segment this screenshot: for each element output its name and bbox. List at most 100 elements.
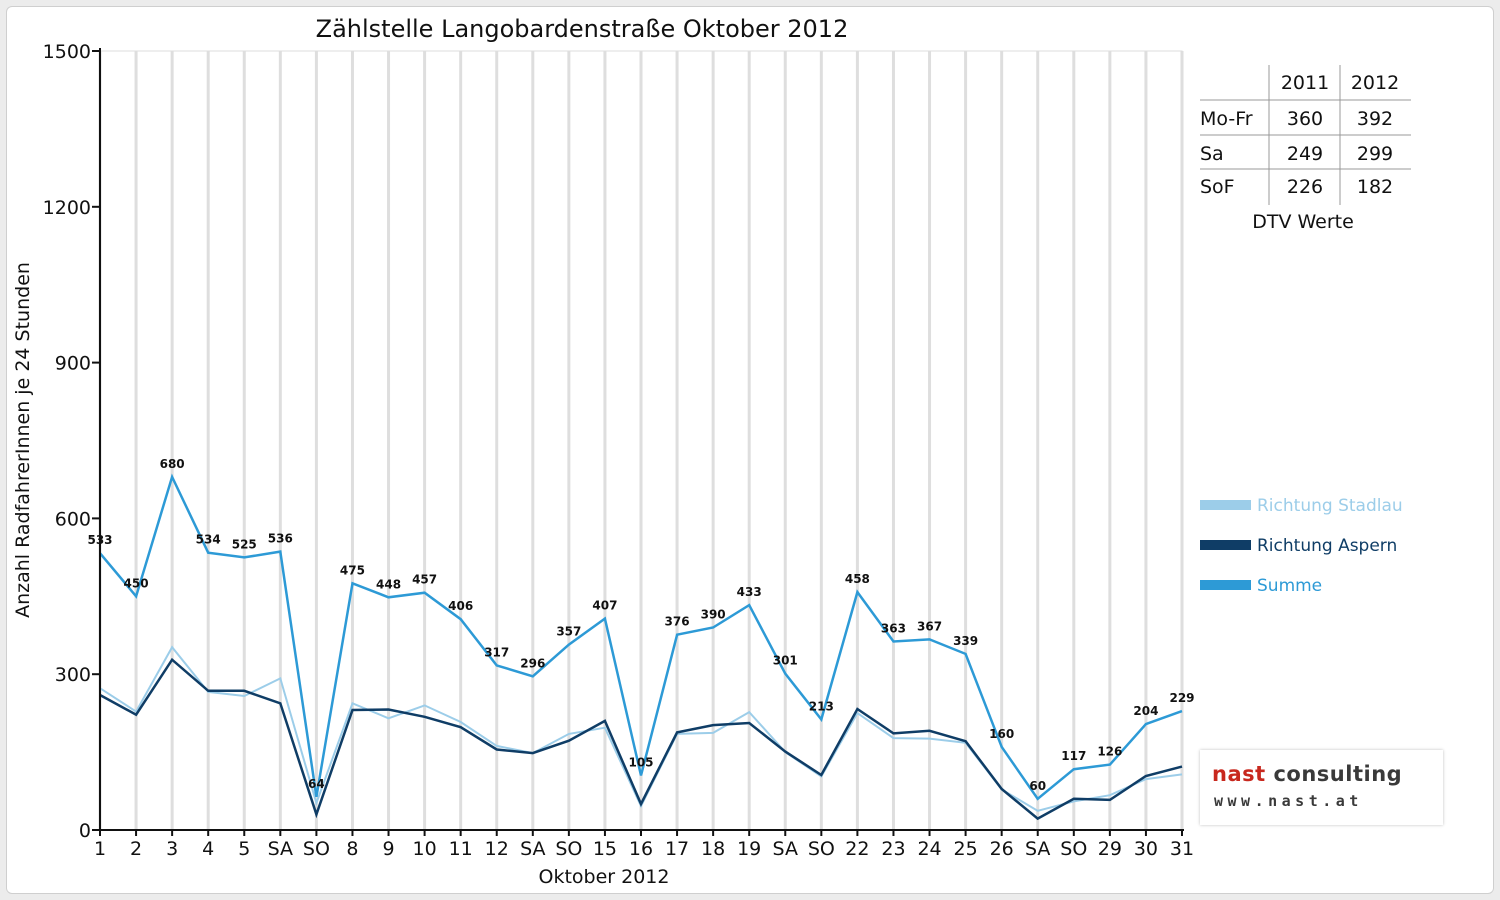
table-cell: 249 [1287, 143, 1323, 165]
y-tick-label: 0 [79, 820, 91, 842]
y-tick-label: 1200 [43, 197, 91, 219]
legend: Richtung Stadlau Richtung Aspern Summe [1200, 496, 1403, 596]
x-tick-label: 9 [382, 838, 394, 860]
table-row-label: Sa [1200, 143, 1224, 165]
x-tick-label: 26 [990, 838, 1014, 860]
data-label: 367 [917, 619, 942, 633]
series-layer [99, 473, 1183, 821]
y-tick-label: 900 [55, 353, 91, 375]
x-tick-label: 1 [94, 838, 106, 860]
data-label: 357 [556, 625, 581, 639]
legend-swatch [1200, 500, 1251, 510]
x-tick-label: 3 [166, 838, 178, 860]
y-tick-label: 1500 [43, 41, 91, 63]
data-label: 160 [989, 727, 1014, 741]
data-label: 406 [448, 599, 473, 613]
data-label: 433 [737, 585, 762, 599]
data-label: 105 [628, 755, 653, 769]
logo-brand-nast: nast [1212, 762, 1266, 786]
x-tick-label: 4 [202, 838, 214, 860]
table-cell: 182 [1357, 176, 1393, 198]
data-label: 126 [1097, 745, 1122, 759]
y-tick-label: 600 [55, 508, 91, 530]
data-labels: 5334506805345255366447544845740631729635… [87, 457, 1194, 793]
data-label: 339 [953, 634, 978, 648]
data-label: 680 [160, 457, 185, 471]
legend-label: Richtung Stadlau [1257, 496, 1403, 516]
x-tick-label: 30 [1134, 838, 1158, 860]
x-tick-label: SO [808, 838, 835, 860]
y-tick-label: 300 [55, 664, 91, 686]
logo-brand: nast consulting [1212, 762, 1402, 786]
x-tick-label: 5 [238, 838, 250, 860]
data-label: 296 [520, 656, 545, 670]
table-cell: 226 [1287, 176, 1323, 198]
x-tick-label: SA [773, 838, 798, 860]
x-tick-label: 29 [1098, 838, 1122, 860]
data-label: 229 [1169, 691, 1194, 705]
x-tick-label: 22 [845, 838, 869, 860]
legend-swatch [1200, 540, 1251, 550]
data-label: 117 [1061, 749, 1086, 763]
table-header: 2012 [1351, 72, 1399, 94]
table-row-label: Mo-Fr [1200, 108, 1253, 130]
chart-title: Zählstelle Langobardenstraße Oktober 201… [316, 15, 849, 43]
logo-brand-consulting: consulting [1265, 762, 1403, 786]
legend-swatch [1200, 580, 1251, 590]
x-tick-label: 15 [593, 838, 617, 860]
table-row-label: SoF [1200, 176, 1235, 198]
x-tick-label: SA [268, 838, 293, 860]
x-tick-label: 25 [954, 838, 978, 860]
data-label: 301 [773, 654, 798, 668]
x-tick-label: 31 [1170, 838, 1194, 860]
x-tick-label: 2 [130, 838, 142, 860]
data-label: 536 [268, 532, 293, 546]
x-tick-label: 16 [629, 838, 653, 860]
data-label: 534 [196, 533, 221, 547]
data-label: 363 [881, 621, 906, 635]
data-label: 60 [1029, 779, 1046, 793]
x-tick-label: 19 [737, 838, 761, 860]
data-label: 204 [1133, 704, 1158, 718]
legend-label: Summe [1257, 576, 1322, 596]
data-label: 390 [701, 607, 726, 621]
data-label: 376 [665, 615, 690, 629]
x-tick-label: SA [1025, 838, 1050, 860]
data-label: 475 [340, 563, 365, 577]
table-cell: 392 [1357, 108, 1393, 130]
data-label: 450 [124, 576, 149, 590]
x-tick-label: 18 [701, 838, 725, 860]
dtv-table: 2011 2012 Mo-Fr 360 392 Sa 249 299 SoF 226 182DTV … [1200, 65, 1411, 233]
table-header: 2011 [1281, 72, 1329, 94]
x-tick-label: 10 [413, 838, 437, 860]
data-label: 64 [308, 777, 325, 791]
data-label: 457 [412, 573, 437, 587]
nast-consulting-logo: nast consulting www.nast.at [1200, 750, 1443, 825]
x-tick-label: 24 [917, 838, 941, 860]
data-label: 458 [845, 572, 870, 586]
x-tick-label: 11 [449, 838, 473, 860]
y-axis-label: Anzahl RadfahrerInnen je 24 Stunden [12, 262, 34, 618]
grid-lines [98, 51, 1184, 830]
table-caption: DTV Werte [1252, 211, 1354, 233]
x-axis-label: Oktober 2012 [539, 866, 670, 888]
data-label: 213 [809, 699, 834, 713]
x-tick-label: 23 [881, 838, 905, 860]
axes [92, 48, 1184, 836]
x-tick-label: 12 [485, 838, 509, 860]
series-line-summe [99, 473, 1183, 801]
x-tick-label: SO [1060, 838, 1087, 860]
series-line-richtung-aspern [99, 657, 1183, 821]
table-cell: 299 [1357, 143, 1393, 165]
data-label: 525 [232, 537, 257, 551]
x-tick-label: SO [555, 838, 582, 860]
x-tick-label: SO [303, 838, 330, 860]
legend-label: Richtung Aspern [1257, 536, 1397, 556]
data-label: 448 [376, 577, 401, 591]
x-tick-label: SA [520, 838, 545, 860]
logo-url: www.nast.at [1214, 792, 1363, 810]
table-cell: 360 [1287, 108, 1323, 130]
x-tick-label: 17 [665, 838, 689, 860]
